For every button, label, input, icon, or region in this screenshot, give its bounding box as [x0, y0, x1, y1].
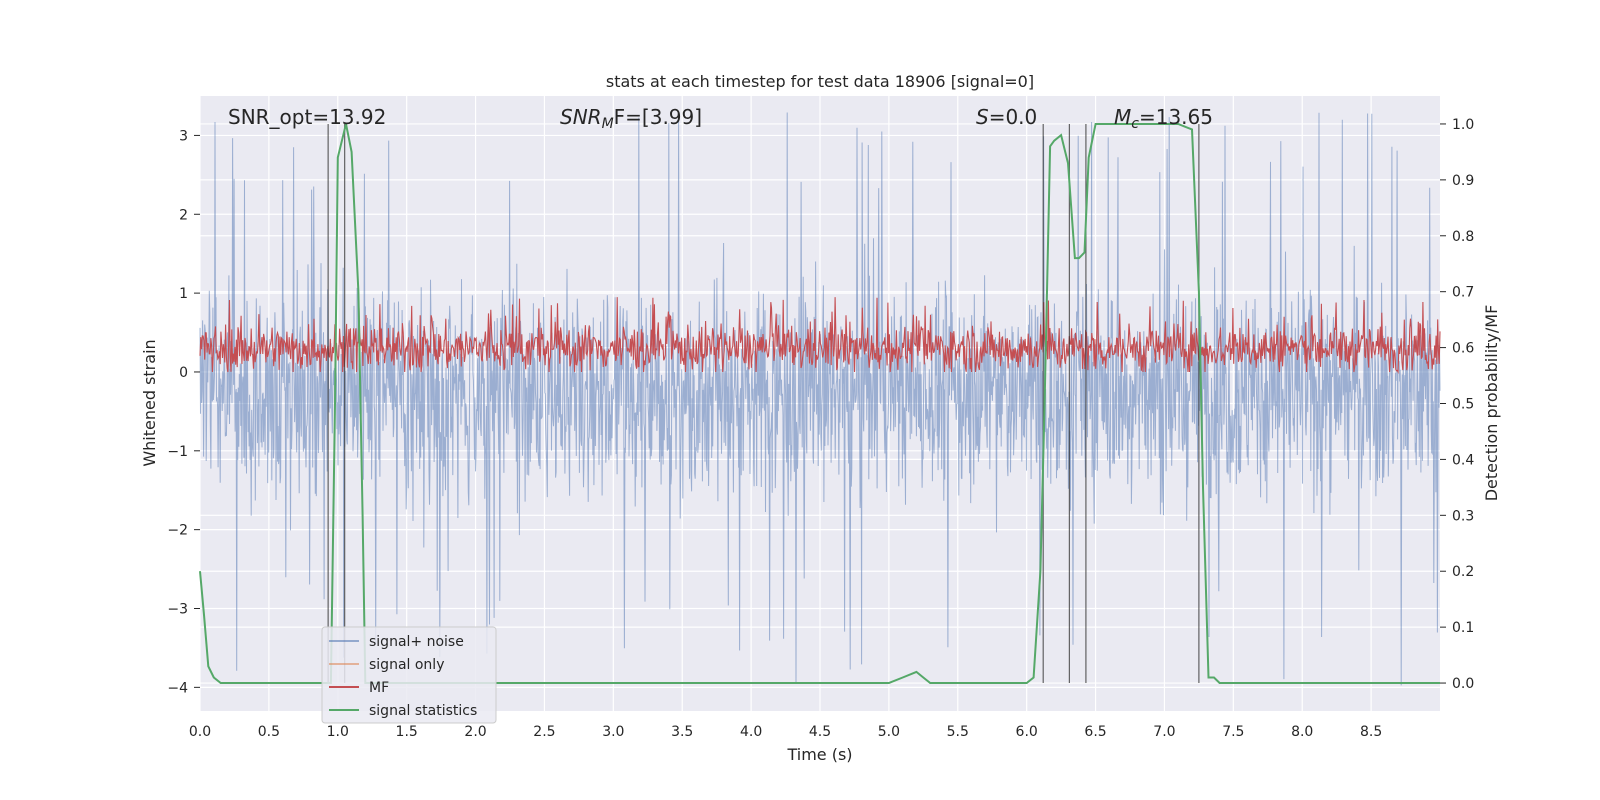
legend: signal+ noise signal only MF signal stat… — [321, 626, 497, 724]
y-tick-label-1: 2 — [179, 207, 188, 223]
legend-label-signal-statistics: signal statistics — [369, 703, 477, 719]
x-tick-label-5: 2.5 — [533, 724, 555, 740]
x-tick-label-16: 8.0 — [1291, 724, 1313, 740]
snr-mf-main: SNR — [560, 105, 602, 129]
y-tick-label-3: 0 — [179, 365, 188, 381]
x-tick-label-7: 3.5 — [671, 724, 693, 740]
right-y-tick-label-3: 0.7 — [1452, 285, 1474, 301]
right-y-tick-label-0: 1.0 — [1452, 117, 1474, 133]
legend-label-signal-only: signal only — [369, 657, 444, 673]
y-tick-label-5: −2 — [167, 523, 188, 539]
y-tick-label-0: 3 — [179, 128, 188, 144]
y-tick-label-2: 1 — [179, 286, 188, 302]
x-tick-label-13: 6.5 — [1084, 724, 1106, 740]
x-tick-label-11: 5.5 — [947, 724, 969, 740]
s-rest: =0.0 — [989, 105, 1038, 129]
x-tick-label-15: 7.5 — [1222, 724, 1244, 740]
mc-rest: =13.65 — [1139, 105, 1213, 129]
signal-noise-line — [199, 112, 1441, 686]
x-tick-label-9: 4.5 — [809, 724, 831, 740]
x-tick-label-8: 4.0 — [740, 724, 762, 740]
chart-title: stats at each timestep for test data 189… — [606, 72, 1034, 91]
x-tick-label-12: 6.0 — [1016, 724, 1038, 740]
vertical-markers — [327, 123, 1200, 684]
annotation-mc: Mc=13.65 — [1114, 105, 1213, 132]
x-axis-label: Time (s) — [786, 745, 852, 764]
x-tick-label-1: 0.5 — [258, 724, 280, 740]
x-tick-label-17: 8.5 — [1360, 724, 1382, 740]
right-y-tick-label-8: 0.2 — [1452, 564, 1474, 580]
y-tick-label-4: −1 — [167, 444, 188, 460]
x-tick-label-6: 3.0 — [602, 724, 624, 740]
snr-mf-sub: M — [602, 116, 614, 132]
snr-mf-rest: F=[3.99] — [614, 105, 702, 129]
right-y-tick-label-5: 0.5 — [1452, 397, 1474, 413]
annotation-s: S=0.0 — [976, 105, 1037, 129]
y-tick-label-7: −4 — [167, 680, 188, 696]
right-y-tick-label-4: 0.6 — [1452, 341, 1474, 357]
signal-noise-series — [199, 112, 1441, 686]
x-tick-label-2: 1.0 — [327, 724, 349, 740]
x-tick-labels: 0.0 0.5 1.0 1.5 2.0 2.5 3.0 3.5 4.0 4.5 5.0 5.5 6.0 6… — [189, 724, 1382, 740]
x-tick-label-10: 5.0 — [878, 724, 900, 740]
right-y-tick-labels: 1.0 0.9 0.8 0.7 0.6 0.5 0.4 0.3 0.2 0.1 0.0 — [1440, 117, 1474, 692]
mc-sub: c — [1131, 116, 1139, 132]
x-tick-label-14: 7.0 — [1153, 724, 1175, 740]
annotation-snr-mf: SNRMF=[3.99] — [560, 105, 702, 132]
annotation-snr-opt: SNR_opt=13.92 — [228, 105, 386, 129]
x-tick-label-4: 2.0 — [464, 724, 486, 740]
right-y-tick-label-10: 0.0 — [1452, 676, 1474, 692]
right-y-tick-label-2: 0.8 — [1452, 229, 1474, 245]
y-tick-label-6: −3 — [167, 602, 188, 618]
right-y-tick-label-1: 0.9 — [1452, 173, 1474, 189]
x-tick-label-0: 0.0 — [189, 724, 211, 740]
legend-label-signal-noise: signal+ noise — [369, 634, 464, 650]
y-axis-label: Whitened strain — [140, 339, 159, 466]
mf-series — [199, 297, 1441, 375]
right-y-tick-label-7: 0.3 — [1452, 508, 1474, 524]
y-tick-labels: 3 2 1 0 −1 −2 −3 −4 — [167, 128, 200, 696]
mc-main: M — [1114, 105, 1131, 129]
right-y-tick-label-9: 0.1 — [1452, 620, 1474, 636]
x-tick-label-3: 1.5 — [396, 724, 418, 740]
legend-label-mf: MF — [369, 680, 389, 696]
legend-box — [321, 626, 497, 724]
s-main: S — [976, 105, 989, 129]
mf-line — [199, 297, 1441, 375]
right-y-tick-label-6: 0.4 — [1452, 452, 1474, 468]
right-y-axis-label: Detection probability/MF — [1482, 305, 1501, 502]
